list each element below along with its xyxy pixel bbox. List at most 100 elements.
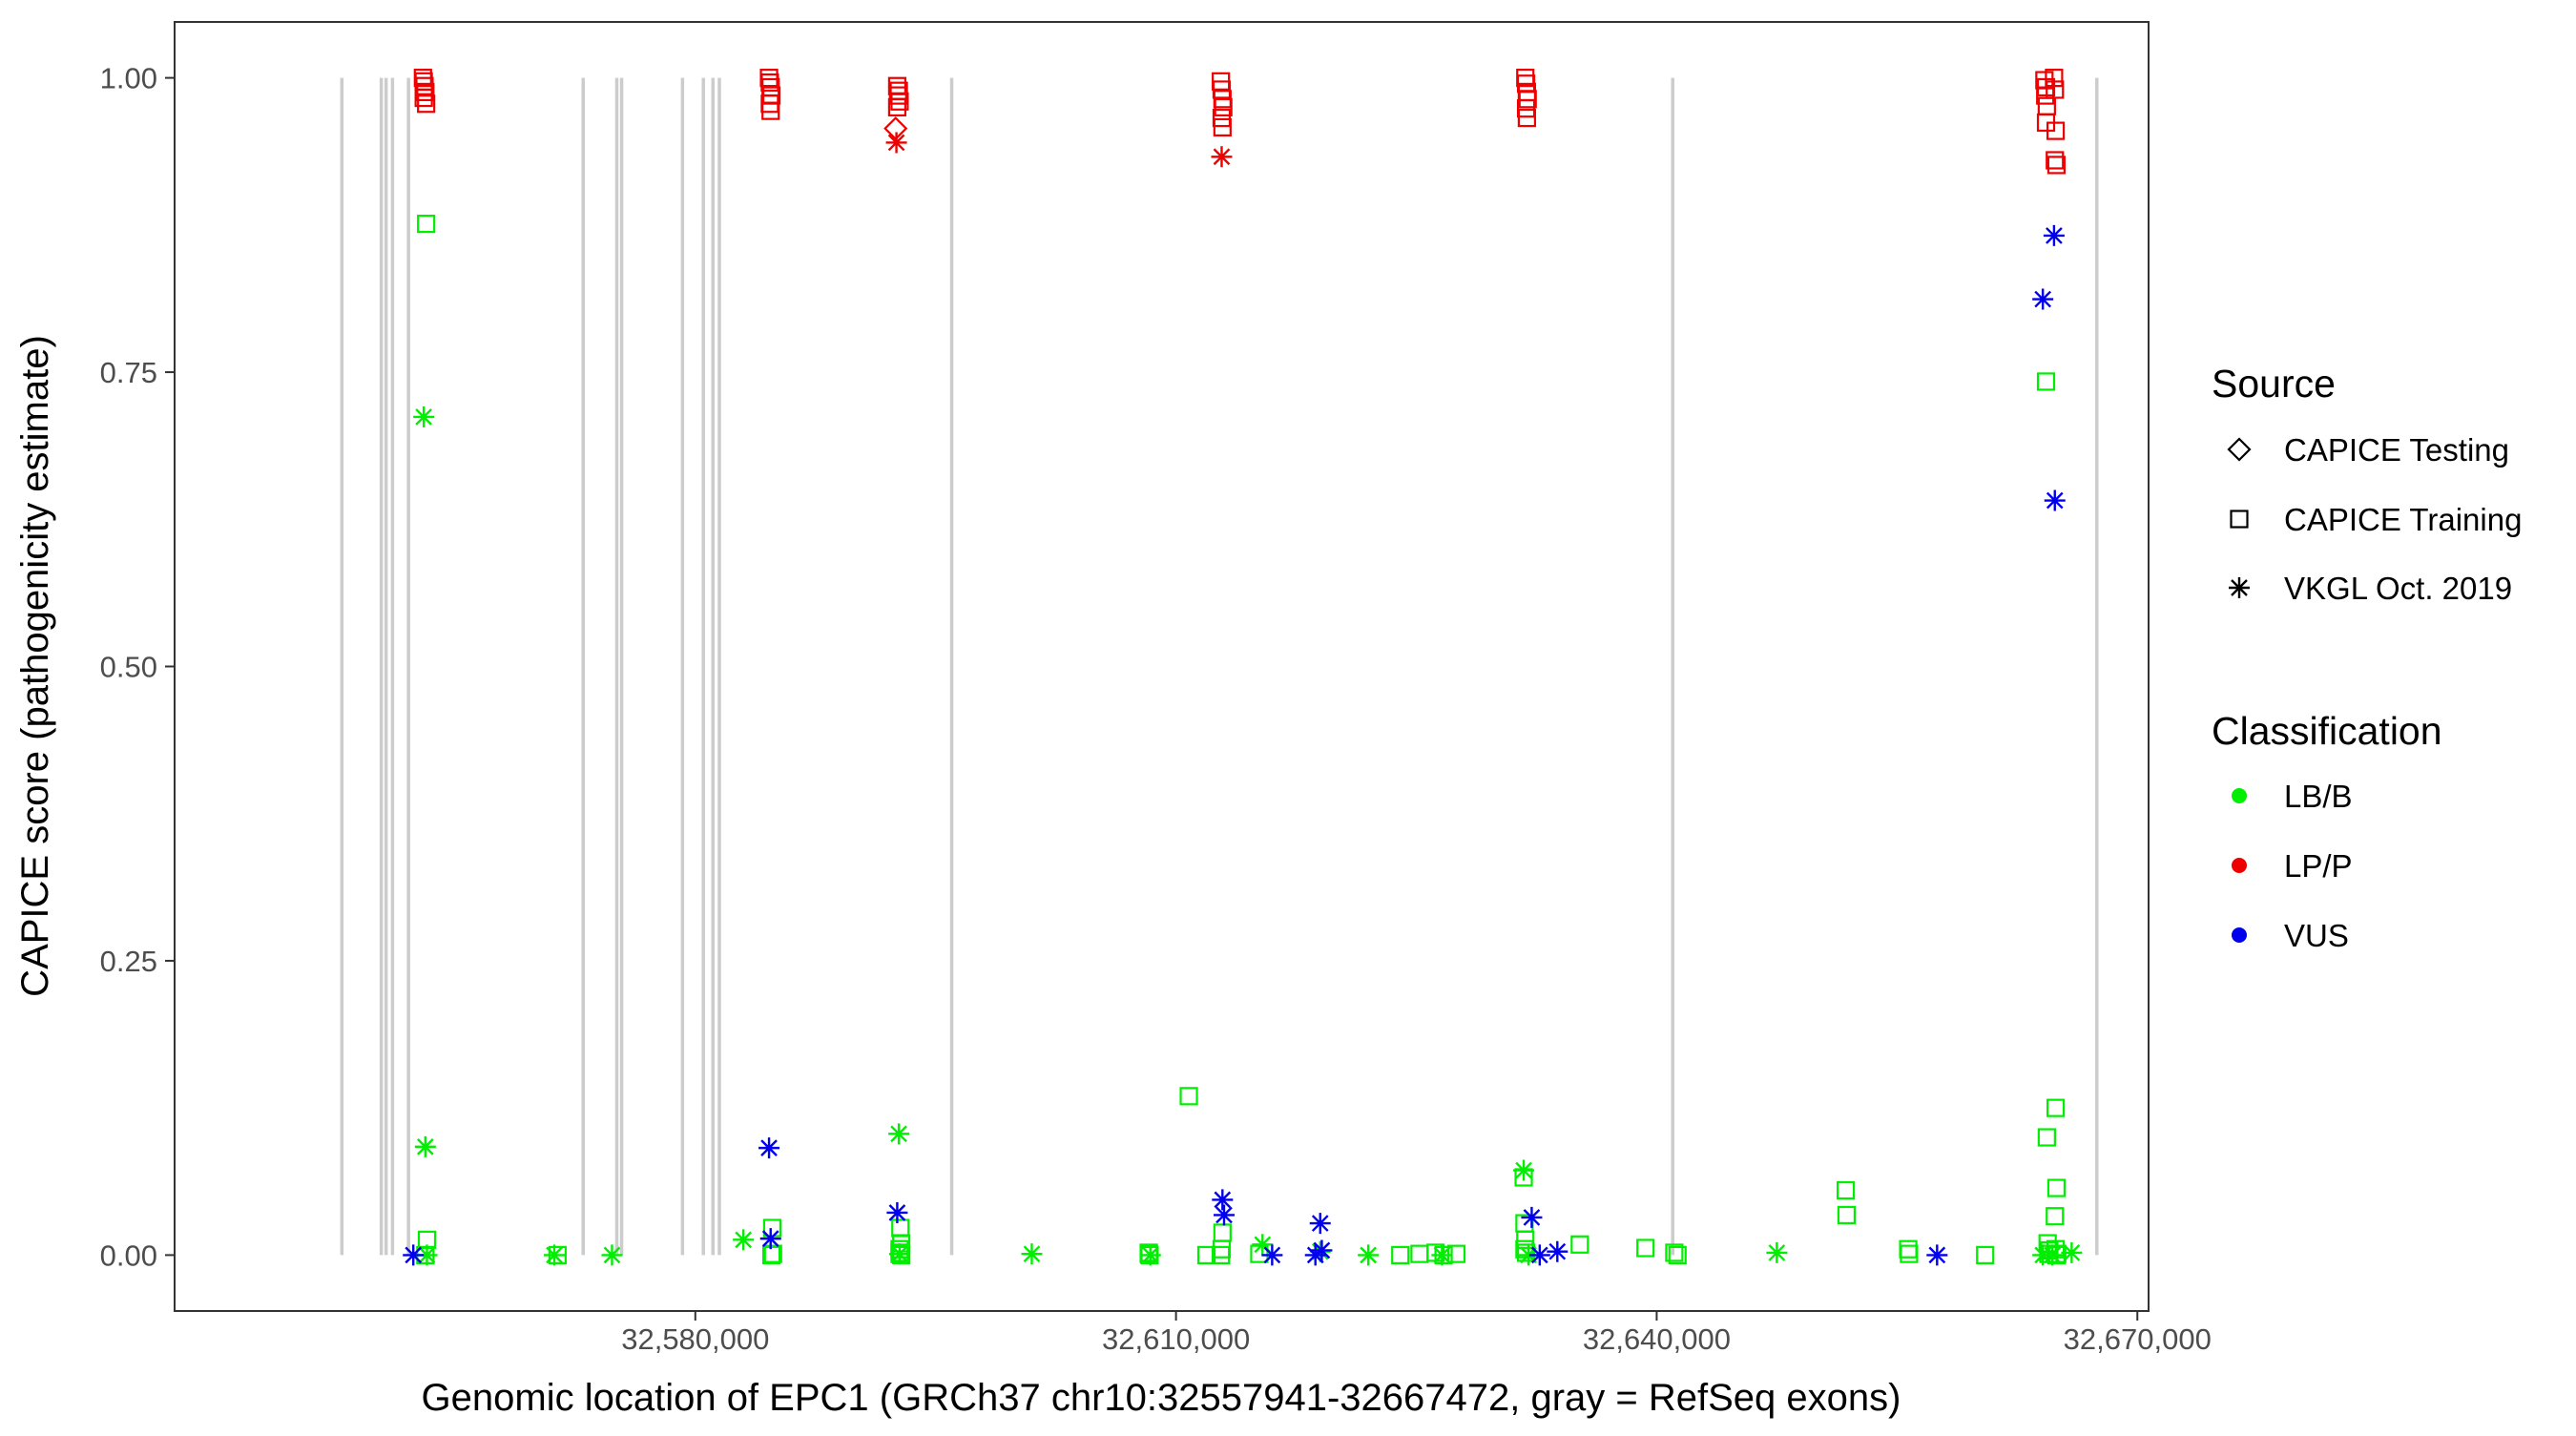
data-point <box>1212 1189 1234 1211</box>
legend-label: VKGL Oct. 2019 <box>2284 571 2512 606</box>
data-point <box>1516 1230 1535 1249</box>
legend-key-dot <box>2232 927 2247 943</box>
x-axis: 32,580,000 32,610,000 32,640,000 32,670,000 <box>621 1311 2212 1356</box>
y-tick-label: 0.00 <box>100 1238 157 1272</box>
legend-key-square <box>2230 510 2249 529</box>
data-point <box>1516 99 1536 118</box>
legend-label: VUS <box>2284 918 2349 953</box>
data-point <box>1837 1205 1857 1225</box>
x-tick-label: 32,670,000 <box>2064 1322 2212 1356</box>
legend-label: CAPICE Training <box>2284 502 2522 537</box>
data-point <box>1212 80 1232 99</box>
data-point <box>1521 1206 1543 1228</box>
data-point <box>733 1229 755 1251</box>
data-point <box>1358 1244 1380 1266</box>
data-point <box>1139 1244 1161 1266</box>
data-point <box>1139 1243 1158 1262</box>
data-point <box>1311 1239 1333 1261</box>
x-axis-title: Genomic location of EPC1 (GRCh37 chr10:3… <box>422 1377 1901 1419</box>
data-point <box>2046 121 2066 140</box>
data-point <box>759 1228 781 1250</box>
exon-lines <box>340 77 2099 1256</box>
y-tick-label: 0.25 <box>100 945 157 978</box>
data-point <box>1517 108 1536 128</box>
data-point <box>1021 1243 1043 1265</box>
data-point <box>1570 1235 1589 1254</box>
data-point <box>763 1244 782 1263</box>
legend-key-dot <box>2232 788 2247 803</box>
data-point <box>886 1201 908 1223</box>
data-point <box>1309 1213 1331 1235</box>
data-point <box>2044 489 2066 511</box>
data-point <box>417 214 436 234</box>
data-point <box>2046 151 2065 170</box>
data-point <box>1766 1241 1788 1263</box>
data-point <box>1528 1244 1550 1266</box>
data-point <box>1431 1244 1453 1266</box>
data-point <box>888 1243 910 1265</box>
data-point <box>2047 1244 2067 1263</box>
data-point <box>2046 1178 2067 1197</box>
data-point <box>1214 97 1233 117</box>
data-point <box>2042 1244 2064 1266</box>
data-point <box>892 1245 911 1264</box>
data-point <box>888 1123 910 1145</box>
data-point <box>758 1137 780 1159</box>
y-tick-label: 1.00 <box>100 62 157 95</box>
legend-title-source: Source <box>2212 362 2336 406</box>
data-point <box>416 1244 438 1266</box>
data-point <box>885 132 907 154</box>
data-point <box>1518 1244 1540 1266</box>
data-point <box>417 94 436 114</box>
data-point <box>1212 108 1232 128</box>
data-point <box>403 1244 425 1266</box>
legend-key-dot <box>2232 858 2247 873</box>
data-point <box>2046 1207 2065 1226</box>
legend-title-classification: Classification <box>2212 709 2442 753</box>
legend: Source CAPICE Testing CAPICE Training VKGL … <box>2212 362 2522 953</box>
data-point <box>1446 1244 1466 1263</box>
data-point <box>1636 1238 1655 1258</box>
data-point <box>1513 1159 1535 1181</box>
data-point <box>2046 80 2065 99</box>
data-point <box>1391 1245 1410 1264</box>
data-point <box>1252 1234 1274 1256</box>
data-point <box>1926 1244 1948 1266</box>
data-point <box>1214 1204 1235 1226</box>
data-point <box>416 82 435 102</box>
data-point <box>1665 1243 1684 1262</box>
data-point <box>1179 1087 1198 1106</box>
data-point <box>1250 1244 1269 1263</box>
y-tick-label: 0.75 <box>100 356 157 389</box>
data-point <box>1900 1244 1919 1263</box>
y-tick-label: 0.50 <box>100 651 157 684</box>
data-point <box>1304 1244 1326 1266</box>
data-point <box>1211 146 1233 168</box>
data-point <box>1261 1244 1283 1266</box>
x-tick-label: 32,610,000 <box>1102 1322 1250 1356</box>
data-point <box>1516 1243 1536 1262</box>
legend-key-diamond <box>2227 437 2252 462</box>
legend-label: CAPICE Testing <box>2284 432 2509 468</box>
data-point <box>888 86 907 105</box>
data-point <box>1212 1245 1231 1264</box>
y-axis-title: CAPICE score (pathogenicity estimate) <box>14 335 56 997</box>
data-point <box>2046 1098 2066 1117</box>
data-point <box>413 406 435 427</box>
data-point <box>2043 224 2065 246</box>
data-point <box>1976 1245 1995 1264</box>
data-point <box>2045 69 2064 88</box>
data-points <box>403 69 2083 1266</box>
data-point <box>2032 288 2054 310</box>
data-point <box>890 92 909 111</box>
data-point <box>414 1135 436 1157</box>
data-point <box>761 101 780 120</box>
data-point <box>2061 1241 2083 1263</box>
x-tick-label: 32,580,000 <box>621 1322 769 1356</box>
data-point <box>2046 156 2067 175</box>
data-point <box>1547 1240 1568 1262</box>
data-point <box>414 88 433 108</box>
data-point <box>1518 90 1537 109</box>
data-point <box>1668 1245 1687 1264</box>
data-point <box>2036 86 2055 105</box>
